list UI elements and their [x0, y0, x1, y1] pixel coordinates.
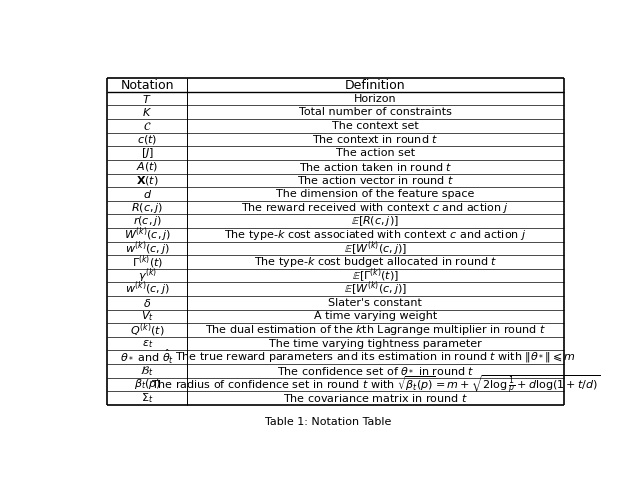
Text: Notation: Notation [120, 79, 174, 92]
Text: $\mathbb{E}[W^{(k)}(c,j)]$: $\mathbb{E}[W^{(k)}(c,j)]$ [344, 239, 407, 258]
Text: $d$: $d$ [143, 188, 152, 200]
Text: $T$: $T$ [143, 93, 152, 105]
Text: $\theta_*$ and $\hat{\theta}_t$: $\theta_*$ and $\hat{\theta}_t$ [120, 348, 174, 366]
Text: $r(c,j)$: $r(c,j)$ [132, 214, 162, 228]
Text: Slater's constant: Slater's constant [328, 298, 422, 308]
Text: Definition: Definition [345, 79, 406, 92]
Text: The type-$k$ cost budget allocated in round $t$: The type-$k$ cost budget allocated in ro… [253, 255, 497, 269]
Text: Total number of constraints: Total number of constraints [299, 107, 452, 117]
Text: $K$: $K$ [142, 106, 152, 118]
Text: $\delta$: $\delta$ [143, 297, 151, 309]
Text: $\epsilon_t$: $\epsilon_t$ [141, 338, 153, 349]
Text: The action taken in round $t$: The action taken in round $t$ [299, 161, 452, 173]
Text: $c(t)$: $c(t)$ [137, 133, 157, 146]
Text: The dual estimation of the $k$th Lagrange multiplier in round $t$: The dual estimation of the $k$th Lagrang… [205, 323, 546, 337]
Text: $V_t$: $V_t$ [141, 309, 154, 323]
Text: $\mathbb{E}[\Gamma^{(k)}(t)]$: $\mathbb{E}[\Gamma^{(k)}(t)]$ [352, 267, 399, 285]
Text: $R(c,j)$: $R(c,j)$ [131, 201, 163, 214]
Text: The dimension of the feature space: The dimension of the feature space [276, 189, 474, 199]
Text: $W^{(k)}(c,j)$: $W^{(k)}(c,j)$ [124, 226, 171, 244]
Text: The action vector in round $t$: The action vector in round $t$ [297, 174, 454, 187]
Text: $\Gamma^{(k)}(t)$: $\Gamma^{(k)}(t)$ [132, 253, 163, 271]
Text: $w^{(k)}(c,j)$: $w^{(k)}(c,j)$ [125, 280, 170, 298]
Text: The context in round $t$: The context in round $t$ [312, 134, 438, 146]
Text: The confidence set of $\theta_*$ in round $t$: The confidence set of $\theta_*$ in roun… [276, 366, 474, 376]
Text: $\mathbb{E}[R(c,j)]$: $\mathbb{E}[R(c,j)]$ [351, 214, 399, 228]
Text: The true reward parameters and its estimation in round $t$ with $\|\theta_*\| \l: The true reward parameters and its estim… [175, 350, 576, 364]
Text: $\mathcal{B}_t$: $\mathcal{B}_t$ [141, 364, 154, 378]
Text: $\Sigma_t$: $\Sigma_t$ [141, 391, 154, 405]
Text: A time varying weight: A time varying weight [314, 311, 437, 321]
Text: The time varying tightness parameter: The time varying tightness parameter [269, 339, 482, 348]
Text: $Q^{(k)}(t)$: $Q^{(k)}(t)$ [130, 321, 164, 339]
Text: The action set: The action set [336, 148, 415, 158]
Text: The radius of confidence set in round $t$ with $\sqrt{\beta_t(p)} = m + \sqrt{2\: The radius of confidence set in round $t… [150, 374, 600, 396]
Text: $A(t)$: $A(t)$ [136, 160, 158, 173]
Text: $\mathbb{E}[W^{(k)}(c,j)]$: $\mathbb{E}[W^{(k)}(c,j)]$ [344, 280, 407, 298]
Text: $\beta_t(p)$: $\beta_t(p)$ [134, 377, 161, 391]
Text: $w^{(k)}(c,j)$: $w^{(k)}(c,j)$ [125, 239, 170, 258]
Text: The type-$k$ cost associated with context $c$ and action $j$: The type-$k$ cost associated with contex… [224, 228, 527, 242]
Text: $\mathbf{X}(t)$: $\mathbf{X}(t)$ [136, 174, 159, 187]
Text: Table 1: Notation Table: Table 1: Notation Table [265, 417, 391, 428]
Text: $\mathcal{C}$: $\mathcal{C}$ [143, 120, 152, 132]
Text: The context set: The context set [332, 121, 419, 131]
Text: $\gamma^{(k)}$: $\gamma^{(k)}$ [138, 266, 157, 285]
Text: Horizon: Horizon [354, 94, 397, 104]
Text: $[J]$: $[J]$ [141, 146, 154, 160]
Text: The reward received with context $c$ and action $j$: The reward received with context $c$ and… [241, 201, 509, 214]
Text: The covariance matrix in round $t$: The covariance matrix in round $t$ [283, 392, 468, 404]
